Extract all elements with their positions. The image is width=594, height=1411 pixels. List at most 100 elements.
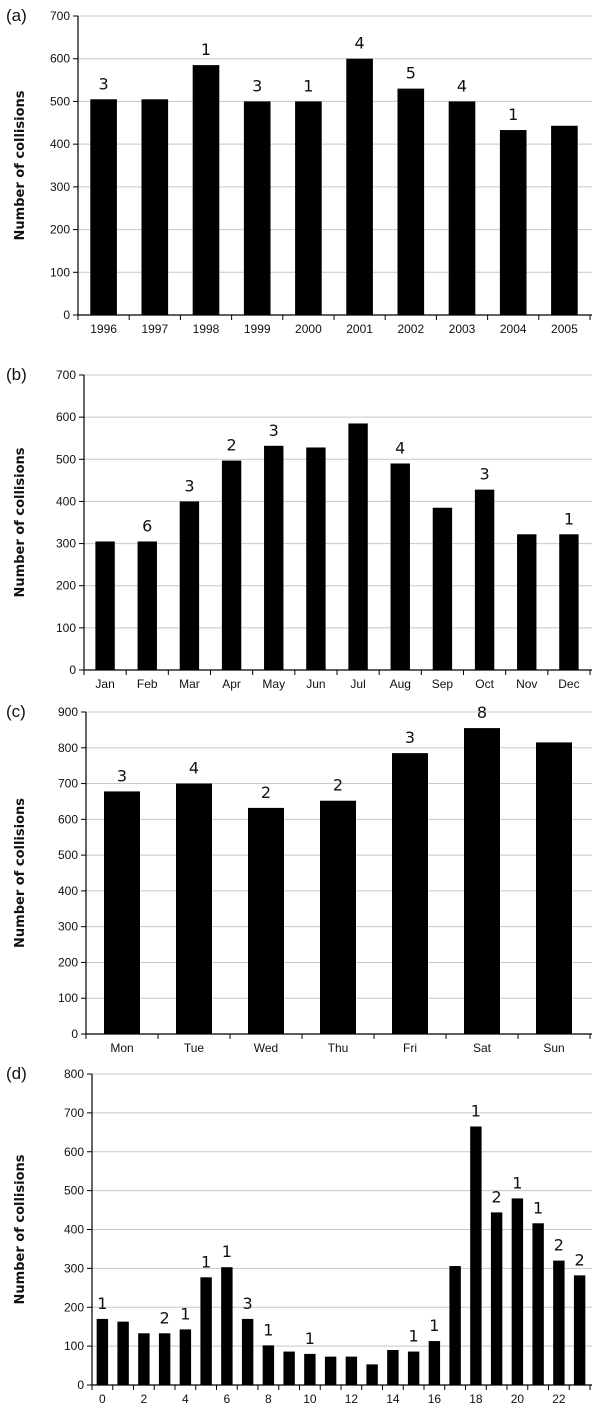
x-tick-label: Aug bbox=[390, 677, 411, 691]
x-tick-label: Sun bbox=[543, 1041, 564, 1055]
data-label: 1 bbox=[222, 1242, 232, 1261]
bar-Feb bbox=[137, 541, 157, 670]
bar-1996 bbox=[90, 99, 117, 316]
data-label: 1 bbox=[429, 1316, 439, 1335]
data-label: 3 bbox=[252, 76, 262, 95]
bar-Mar bbox=[179, 501, 200, 670]
y-tick-label: 300 bbox=[58, 920, 78, 934]
bar-Sat bbox=[464, 728, 500, 1034]
bar- bbox=[200, 1277, 212, 1385]
bar-4 bbox=[179, 1329, 192, 1385]
x-tick-label: Jan bbox=[95, 677, 114, 691]
y-tick-label: 400 bbox=[56, 494, 76, 508]
data-label: 1 bbox=[533, 1198, 543, 1217]
bar-12 bbox=[345, 1356, 358, 1385]
data-label: 3 bbox=[269, 421, 279, 440]
data-label: 8 bbox=[477, 703, 487, 722]
data-label: 1 bbox=[471, 1101, 481, 1120]
data-label: 1 bbox=[305, 1329, 315, 1348]
chart-svg: 0 100 200 300 400 500 600 700 Number of collisio… bbox=[13, 368, 592, 691]
data-label: 1 bbox=[409, 1327, 419, 1346]
data-label: 1 bbox=[97, 1294, 107, 1313]
x-tick-label: 10 bbox=[303, 1392, 317, 1406]
x-tick-label: 6 bbox=[224, 1392, 231, 1406]
chart-panel-4: (d) 0 100 200 300 400 500 600 700 800 Number of co… bbox=[0, 1060, 594, 1411]
y-axis-title: Number of collisions bbox=[13, 798, 28, 948]
x-tick-label: May bbox=[262, 677, 285, 691]
y-tick-label: 600 bbox=[64, 1145, 84, 1159]
x-tick-label: 2005 bbox=[551, 322, 578, 336]
data-label: 1 bbox=[564, 509, 574, 528]
bar-1998 bbox=[192, 65, 220, 315]
x-tick-label: Feb bbox=[137, 677, 158, 691]
x-tick-label: 16 bbox=[428, 1392, 442, 1406]
x-tick-label: 2003 bbox=[449, 322, 476, 336]
bar-10 bbox=[304, 1353, 316, 1385]
bar- bbox=[283, 1351, 295, 1385]
x-tick-label: Thu bbox=[328, 1041, 349, 1055]
bar-20 bbox=[511, 1198, 524, 1385]
panel-label: (a) bbox=[6, 6, 27, 25]
y-tick-label: 0 bbox=[63, 308, 70, 322]
data-label: 1 bbox=[201, 1252, 211, 1271]
data-label: 2 bbox=[261, 783, 271, 802]
x-tick-label: 22 bbox=[552, 1392, 566, 1406]
bar-May bbox=[264, 445, 284, 670]
bar- bbox=[158, 1333, 171, 1385]
bar-8 bbox=[262, 1345, 275, 1385]
y-tick-label: 100 bbox=[50, 265, 70, 279]
bar-16 bbox=[428, 1341, 441, 1385]
panel-label: (b) bbox=[6, 365, 27, 384]
data-label: 1 bbox=[180, 1304, 190, 1323]
y-tick-label: 600 bbox=[56, 410, 76, 424]
bar-Mon bbox=[104, 791, 140, 1034]
bar-2 bbox=[138, 1333, 150, 1385]
panel-label: (c) bbox=[6, 702, 26, 721]
y-tick-label: 300 bbox=[56, 537, 76, 551]
x-tick-label: Jun bbox=[306, 677, 325, 691]
data-label: 3 bbox=[405, 728, 415, 747]
y-tick-label: 500 bbox=[50, 94, 70, 108]
y-tick-label: 700 bbox=[50, 9, 70, 23]
data-label: 3 bbox=[243, 1294, 253, 1313]
x-tick-label: 12 bbox=[345, 1392, 359, 1406]
chart-panel-2: (b) 0 100 200 300 400 500 600 700 Number of colli… bbox=[0, 355, 594, 700]
y-axis-title: Number of collisions bbox=[13, 90, 28, 240]
y-tick-label: 400 bbox=[50, 137, 70, 151]
bar-Thu bbox=[320, 800, 356, 1034]
x-tick-label: 0 bbox=[99, 1392, 106, 1406]
y-tick-label: 300 bbox=[50, 180, 70, 194]
data-label: 5 bbox=[406, 64, 416, 83]
x-tick-label: 2 bbox=[141, 1392, 148, 1406]
y-tick-label: 0 bbox=[77, 1378, 84, 1392]
bar- bbox=[573, 1275, 586, 1385]
bar- bbox=[407, 1351, 420, 1385]
bar-Fri bbox=[392, 753, 428, 1034]
x-tick-label: 1996 bbox=[90, 322, 117, 336]
y-tick-label: 100 bbox=[58, 991, 78, 1005]
y-tick-label: 100 bbox=[56, 621, 76, 635]
data-label: 1 bbox=[303, 76, 313, 95]
x-tick-label: 20 bbox=[511, 1392, 525, 1406]
data-label: 3 bbox=[184, 476, 194, 495]
data-label: 2 bbox=[160, 1308, 170, 1327]
data-label: 3 bbox=[479, 465, 489, 484]
data-label: 4 bbox=[189, 759, 199, 778]
data-label: 4 bbox=[395, 439, 405, 458]
data-label: 4 bbox=[457, 76, 467, 95]
x-tick-label: Mar bbox=[179, 677, 200, 691]
x-tick-label: 2002 bbox=[397, 322, 424, 336]
y-axis-title: Number of collisions bbox=[13, 447, 28, 597]
y-tick-label: 200 bbox=[64, 1300, 84, 1314]
data-label: 2 bbox=[226, 436, 236, 455]
y-tick-label: 800 bbox=[64, 1067, 84, 1081]
bar- bbox=[241, 1318, 254, 1385]
bar-Wed bbox=[248, 807, 284, 1034]
x-tick-label: Dec bbox=[558, 677, 579, 691]
panel-label: (d) bbox=[6, 1064, 27, 1083]
data-label: 1 bbox=[512, 1173, 522, 1192]
y-tick-label: 800 bbox=[58, 741, 78, 755]
x-tick-label: 18 bbox=[469, 1392, 483, 1406]
x-tick-label: Mon bbox=[110, 1041, 133, 1055]
chart-panel-3: (c) 0 100 200 300 400 500 600 700 800 900 Number of… bbox=[0, 700, 594, 1060]
